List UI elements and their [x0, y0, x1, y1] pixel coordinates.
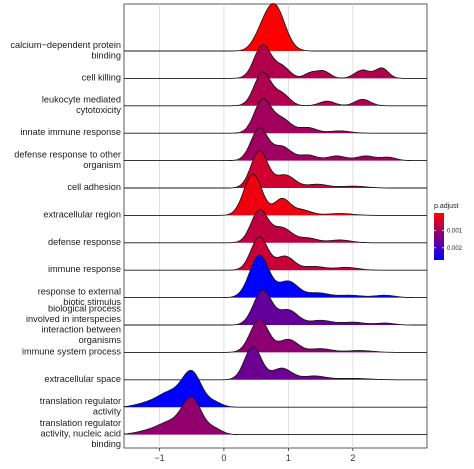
- ridge-outline: [123, 369, 427, 408]
- ridge-outline: [124, 3, 427, 52]
- y-axis-labels: calcium−dependent protein binding cell kil…: [10, 40, 121, 449]
- ridge-fill: [124, 370, 427, 408]
- ridge-fill: [124, 236, 427, 271]
- y-label-response-to-external-biotic-stimulus: response to external biotic stimulus: [38, 286, 122, 307]
- ridge-outline: [124, 44, 427, 79]
- y-label-translation-regulator-activity: translation regulator activity: [40, 396, 122, 417]
- ridge-outline: [123, 396, 427, 436]
- legend-tick-label: 0.001: [447, 228, 463, 234]
- y-label-immune-response: immune response: [48, 264, 121, 274]
- legend-ticks: 0.001 0.002: [434, 228, 463, 252]
- ridge-outline: [124, 98, 427, 134]
- ridge-response-to-external-biotic-stimulus: [124, 254, 427, 299]
- ridges-layer: [123, 3, 427, 436]
- ridge-fill: [124, 3, 427, 52]
- ridge-translation-regulator-activity: [123, 369, 427, 408]
- ridge-fill: [124, 98, 427, 134]
- ridge-innate-immune-response: [124, 98, 427, 134]
- ridge-cell-adhesion: [124, 150, 427, 189]
- ridge-cell-killing: [124, 44, 427, 79]
- y-label-cell-killing: cell killing: [82, 72, 121, 82]
- ridge-outline: [124, 236, 427, 271]
- ridge-fill: [124, 127, 427, 161]
- y-label-leukocyte-mediated-cytotoxicity: leukocyte mediated cytotoxicity: [42, 95, 122, 116]
- x-tick-label: −1: [154, 453, 164, 463]
- color-legend: p.adjust 0.001 0.002: [434, 203, 463, 260]
- legend-tick-label: 0.002: [447, 246, 463, 252]
- y-label-extracellular-region: extracellular region: [43, 209, 121, 219]
- legend-title: p.adjust: [434, 203, 459, 210]
- ridge-outline: [124, 318, 427, 353]
- ridge-extracellular-region: [124, 173, 427, 216]
- ridge-fill: [124, 174, 427, 216]
- y-label-defense-response-to-other-organism: defense response to other organism: [14, 149, 121, 170]
- ridge-fill: [124, 396, 427, 435]
- ridge-biological-process-involved-in-interspecies-interaction-between-organisms: [124, 289, 427, 326]
- legend-colorbar: [434, 213, 444, 260]
- ridge-immune-response: [124, 236, 427, 271]
- ridge-outline: [124, 71, 427, 107]
- x-tick-label: 1: [286, 453, 291, 463]
- ridge-outline: [124, 254, 427, 299]
- ridge-outline: [124, 127, 427, 162]
- ridge-defense-response: [124, 209, 427, 244]
- y-label-cell-adhesion: cell adhesion: [67, 182, 121, 192]
- ridge-leukocyte-mediated-cytotoxicity: [124, 71, 427, 107]
- ridge-extracellular-space: [124, 346, 427, 381]
- x-tick-label: 2: [350, 453, 355, 463]
- ridge-outline: [124, 209, 427, 244]
- ridge-outline: [124, 346, 427, 381]
- ridge-defense-response-to-other-organism: [124, 127, 427, 162]
- y-label-immune-system-process: immune system process: [22, 346, 121, 356]
- y-label-defense-response: defense response: [48, 237, 121, 247]
- ridge-fill: [124, 150, 427, 188]
- ridge-immune-system-process: [124, 318, 427, 353]
- y-label-biological-process-involved-in-interspecies-interaction-between-organisms: biological process involved in interspeci…: [26, 303, 121, 345]
- ridge-fill: [124, 319, 427, 353]
- ridge-fill: [124, 44, 427, 79]
- x-axis-ticks: −1 0 1 2: [154, 448, 355, 463]
- ridge-calcium-dependent-protein-binding: [124, 3, 427, 52]
- ridge-fill: [124, 255, 427, 298]
- y-label-innate-immune-response: innate immune response: [20, 127, 121, 137]
- y-label-extracellular-space: extracellular space: [44, 374, 121, 384]
- y-label-calcium-dependent-protein-binding: calcium−dependent protein binding: [10, 40, 121, 61]
- x-tick-label: 0: [221, 453, 226, 463]
- ridge-outline: [124, 150, 427, 189]
- ridge-outline: [124, 173, 427, 216]
- ridge-fill: [124, 72, 427, 106]
- ridge-translation-regulator-activity-nucleic-acid-binding: [123, 396, 427, 436]
- ridge-outline: [124, 289, 427, 326]
- y-label-translation-regulator-activity-nucleic-acid-binding: translation regulator activity, nucleic a…: [40, 418, 121, 449]
- ridge-fill: [124, 290, 427, 325]
- ridge-fill: [124, 346, 427, 380]
